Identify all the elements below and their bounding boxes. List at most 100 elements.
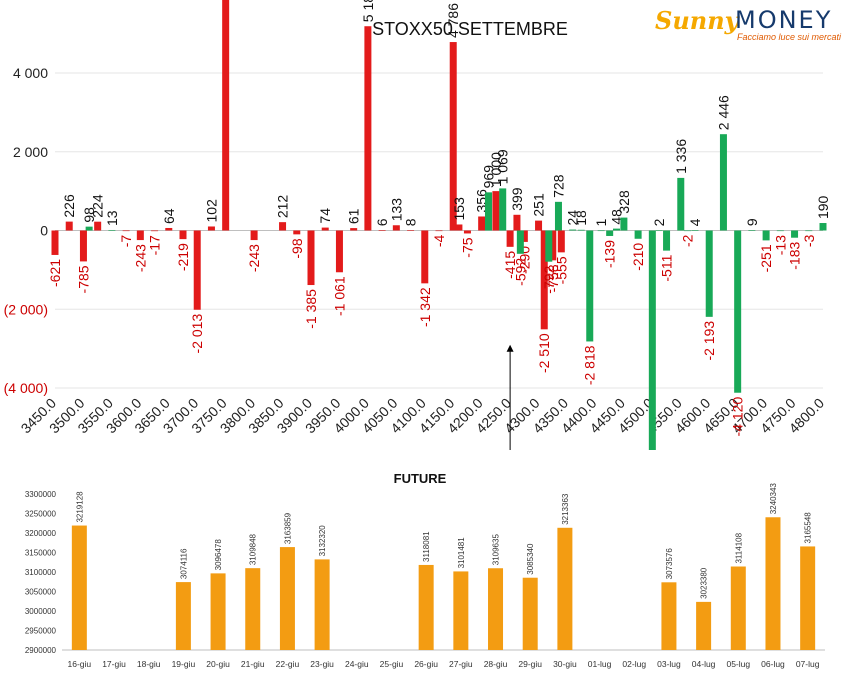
future-data-label: 3240343 bbox=[769, 483, 778, 515]
bar-green bbox=[748, 230, 756, 231]
chart-title: STOXX50 SETTEMBRE bbox=[372, 19, 568, 39]
future-x-tick-label: 06-lug bbox=[761, 659, 785, 669]
bar-red bbox=[307, 230, 315, 286]
future-data-label: 3023380 bbox=[700, 567, 709, 599]
bar-red bbox=[151, 230, 159, 232]
data-label: 399 bbox=[509, 187, 525, 211]
data-label: -555 bbox=[553, 256, 569, 284]
data-label: -415 bbox=[502, 251, 518, 279]
future-data-label: 3132320 bbox=[318, 525, 327, 557]
bar-red bbox=[122, 230, 130, 232]
bar-red bbox=[94, 221, 102, 231]
data-label: 728 bbox=[550, 174, 566, 198]
bar-green bbox=[516, 230, 524, 254]
data-label: -139 bbox=[602, 240, 618, 268]
bar-red bbox=[407, 230, 415, 231]
future-bar bbox=[696, 601, 712, 650]
bar-green bbox=[484, 192, 492, 231]
bar-red bbox=[350, 228, 358, 231]
future-chart-title: FUTURE bbox=[394, 471, 447, 486]
future-data-label: 3114108 bbox=[734, 532, 743, 563]
data-label: -3 bbox=[801, 234, 817, 247]
bar-red bbox=[478, 216, 486, 231]
bar-green bbox=[85, 226, 93, 231]
bar-green bbox=[612, 228, 620, 231]
future-y-tick-label: 2900000 bbox=[25, 646, 57, 655]
data-label: 1 bbox=[593, 218, 609, 226]
data-label: -98 bbox=[289, 238, 305, 258]
bar-red bbox=[79, 230, 87, 262]
bar-red bbox=[557, 230, 565, 253]
future-y-tick-label: 3200000 bbox=[25, 529, 57, 538]
data-label: -1 342 bbox=[417, 287, 433, 327]
bar-red bbox=[321, 227, 329, 231]
data-label: 98 bbox=[81, 207, 97, 223]
bar-red bbox=[193, 230, 201, 310]
future-x-tick-label: 22-giu bbox=[276, 659, 300, 669]
y-tick-label: (2 000) bbox=[4, 301, 48, 317]
bar-green bbox=[586, 230, 594, 342]
future-x-tick-label: 23-giu bbox=[310, 659, 334, 669]
future-x-tick-label: 01-lug bbox=[588, 659, 612, 669]
bar-red bbox=[378, 230, 386, 231]
bar-green bbox=[719, 134, 727, 231]
future-bar bbox=[418, 564, 434, 650]
data-label: 8 bbox=[403, 218, 419, 226]
future-data-label: 3118081 bbox=[422, 531, 431, 562]
y-tick-label: 4 000 bbox=[13, 65, 48, 81]
future-x-tick-label: 29-giu bbox=[518, 659, 542, 669]
bar-red bbox=[463, 230, 471, 234]
data-label: 212 bbox=[275, 195, 291, 219]
future-data-label: 3074116 bbox=[179, 548, 188, 579]
bar-red bbox=[364, 26, 372, 231]
bar-red bbox=[492, 191, 500, 231]
future-bar bbox=[765, 517, 781, 650]
future-bar bbox=[522, 577, 538, 650]
future-bar bbox=[730, 566, 746, 650]
data-label: 24 bbox=[565, 210, 581, 226]
data-label: 6 bbox=[374, 218, 390, 226]
data-label: -1 385 bbox=[303, 289, 319, 329]
bar-red bbox=[435, 230, 443, 232]
future-data-label: 3165548 bbox=[804, 512, 813, 544]
data-label: -4 bbox=[431, 234, 447, 247]
bar-red bbox=[535, 220, 543, 231]
data-label: 226 bbox=[61, 194, 77, 218]
data-label: -75 bbox=[459, 237, 475, 257]
future-data-label: 3219128 bbox=[75, 491, 84, 523]
data-label: -1 061 bbox=[331, 276, 347, 316]
future-x-tick-label: 24-giu bbox=[345, 659, 369, 669]
bar-red bbox=[549, 230, 557, 261]
future-y-tick-label: 3150000 bbox=[25, 549, 57, 558]
data-label: 13 bbox=[104, 210, 120, 226]
data-label: -2 193 bbox=[701, 321, 717, 361]
future-x-tick-label: 04-lug bbox=[692, 659, 716, 669]
bar-red bbox=[165, 227, 173, 231]
bar-green bbox=[805, 230, 813, 232]
bar-red bbox=[222, 0, 230, 231]
future-x-tick-label: 05-lug bbox=[726, 659, 750, 669]
bar-green bbox=[791, 230, 799, 238]
bar-green bbox=[606, 230, 614, 236]
future-data-label: 3213363 bbox=[561, 493, 570, 525]
future-bar bbox=[661, 582, 677, 650]
data-label: 328 bbox=[616, 190, 632, 214]
data-label: 1 000 bbox=[488, 152, 504, 187]
data-label: 190 bbox=[815, 195, 831, 219]
sunny-money-logo: Sunny MONEY Facciamo luce sui mercati bbox=[655, 6, 855, 42]
annotation-arrowhead bbox=[506, 344, 514, 352]
future-x-tick-label: 27-giu bbox=[449, 659, 473, 669]
bar-red bbox=[250, 230, 258, 241]
bar-green bbox=[762, 230, 770, 241]
y-tick-label: (4 000) bbox=[4, 380, 48, 396]
future-x-tick-label: 18-giu bbox=[137, 659, 161, 669]
logo-tagline: Facciamo luce sui mercati bbox=[737, 32, 842, 42]
data-label: -2 818 bbox=[582, 345, 598, 385]
bar-red bbox=[65, 221, 73, 231]
future-bar bbox=[175, 582, 191, 650]
future-y-tick-label: 3100000 bbox=[25, 568, 57, 577]
bar-red bbox=[520, 230, 528, 242]
bar-green bbox=[108, 229, 116, 231]
y-tick-label: 2 000 bbox=[13, 144, 48, 160]
data-label: -511 bbox=[659, 254, 675, 281]
